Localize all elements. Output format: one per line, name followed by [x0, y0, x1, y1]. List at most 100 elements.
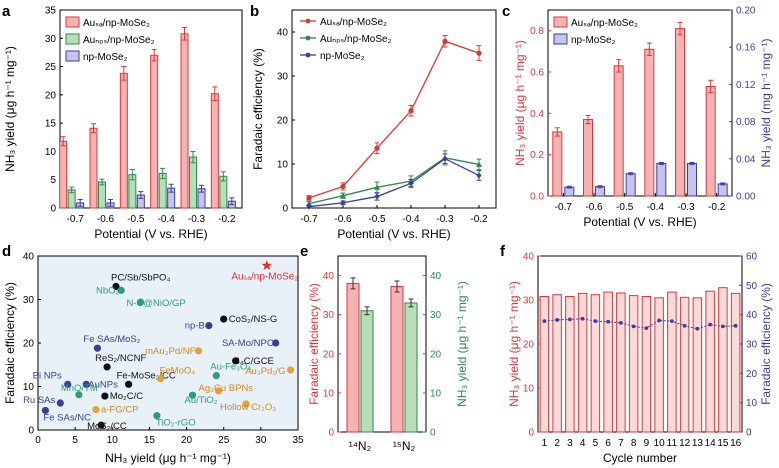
panel-f-fe-line	[544, 318, 736, 330]
panel-f-fe-point	[682, 323, 687, 328]
panel-c-legend-label: np-MoSe₂	[571, 35, 616, 46]
panel-e-bar	[346, 282, 360, 433]
panel-e-y-right-tick-label: 20	[430, 349, 442, 360]
panel-d-point	[205, 322, 213, 330]
panel-b-point	[340, 183, 346, 190]
panel-f-fe-point	[542, 319, 547, 324]
panel-d-point	[272, 339, 280, 347]
panel-f-x-tick-label: 4	[580, 438, 586, 449]
panel-e-y-right-tick-label: 10	[430, 388, 442, 399]
panel-a-y-tick-label: 10	[45, 147, 57, 158]
panel-f-y-left-tick-label: 30	[523, 296, 535, 307]
panel-a-bar	[119, 72, 128, 209]
panel-f-y-right-tick-label: 40	[746, 310, 758, 321]
panel-f-x-tick-label: 7	[618, 438, 624, 449]
panel-d-point	[214, 387, 223, 395]
panel-f-ylabel: NH₃ yield (μg h⁻¹ mg⁻¹)	[507, 281, 521, 407]
panel-a-legend-label: Auₙₚₛ/np-MoSe₂	[83, 35, 155, 46]
panel-d-point-label: Au/TiO₂	[185, 395, 218, 406]
panel-d-point	[101, 392, 109, 400]
panel-d-point-label: MoS₂/CC	[87, 421, 127, 432]
panel-e-x-tick-label: ¹⁴N₂	[349, 439, 372, 453]
panel-f-x-tick-label: 3	[567, 438, 573, 449]
panel-c-bar	[717, 183, 728, 197]
panel-b-series-line	[308, 157, 480, 205]
panel-label-e: e	[300, 243, 308, 260]
panel-f-y-right-tick-label: 0	[746, 428, 752, 439]
panel-d-point	[242, 400, 250, 408]
panel-d-point-label: N-C@NiO/GP	[127, 298, 186, 309]
panel-d-point	[56, 399, 64, 407]
panel-a-x-tick-label: -0.7	[67, 214, 85, 225]
panel-f-fe-point	[733, 323, 738, 328]
panel-f-x-tick-label: 2	[554, 438, 560, 449]
panel-f-fe-point	[580, 316, 585, 321]
panel-d-point	[286, 366, 295, 374]
panel-a-bar	[89, 127, 98, 209]
panel-d-point-label: Fe SAs/NC	[43, 412, 91, 423]
panel-b-point	[476, 161, 482, 167]
panel-b-y-tick-label: 20	[277, 116, 289, 127]
panel-c-y-left-tick-label: 0.0	[530, 192, 544, 203]
panel-f-fe-point	[657, 318, 662, 323]
panel-c-x-tick-label: -0.2	[708, 202, 726, 213]
panel-a-legend-swatch	[65, 16, 80, 28]
panel-c-bar	[675, 28, 685, 197]
panel-d-y-tick-label: 0	[28, 426, 34, 437]
panel-f-fe-point	[669, 319, 674, 324]
panel-e-chart: 0 10 20 30 40 0 10 20 30 40 ¹⁴N₂ ¹⁵N₂ Faradaic effic…	[307, 255, 469, 453]
panel-d-x-tick-label: 20	[181, 435, 193, 446]
panel-b-legend-marker	[305, 52, 311, 58]
panel-a-chart: 0 5 10 15 20 25 30 35 -0.7 -0.6 -0.5 -0.4 -0.3 -0.2 Au…	[3, 6, 243, 241]
panel-f-bar	[628, 295, 639, 433]
panel-b-point	[476, 50, 482, 56]
panel-c-bar	[552, 131, 563, 197]
panel-d-point-label: Fe SAs/MoS₂	[83, 334, 140, 345]
panel-c-bar	[687, 162, 697, 197]
panel-f-y-left-tick-label: 40	[523, 252, 535, 263]
panel-f-y-right-tick-label: 50	[746, 281, 758, 292]
panel-c-bar	[625, 173, 636, 197]
panel-f-x-tick-label: 12	[679, 438, 691, 449]
panel-e-x-tick-label: ¹⁵N₂	[393, 439, 416, 453]
panel-f-fe-point	[720, 324, 725, 329]
panel-c-y-right-tick-label: 0.04	[736, 154, 756, 165]
panel-d-frame	[37, 255, 299, 431]
panel-e-y-left-tick-label: 10	[323, 388, 335, 399]
panel-b-xlabel: Potential (V vs. RHE)	[337, 227, 450, 241]
panel-e-ylabel-right: NH₃ yield (μg h⁻¹ mg⁻¹)	[455, 281, 469, 407]
panel-e-y-left-tick-label: 0	[328, 428, 334, 439]
panel-c-x-tick-label: -0.6	[585, 202, 603, 213]
panel-d-point-label: np-B	[185, 321, 205, 332]
panel-d-point-label: AuNPs	[88, 379, 118, 390]
panel-f-fe-point	[606, 319, 611, 324]
panel-a-bar	[210, 93, 219, 209]
panel-f-x-tick-label: 11	[667, 438, 678, 449]
panel-f-bar	[730, 292, 741, 433]
panel-c-y-left-tick-label: 0.8	[530, 26, 544, 37]
panel-label-a: a	[2, 3, 11, 20]
panel-b-point	[306, 200, 312, 206]
panel-d-point-label: CoS₂/NS-G	[229, 314, 278, 325]
panel-e-y-right-tick-label: 30	[430, 310, 442, 321]
panel-f-y-right-tick-label: 30	[746, 340, 758, 351]
panel-c-legend-swatch	[553, 16, 568, 28]
panel-f-ylabel-right: Faradaic efficiency (%)	[759, 283, 773, 405]
panel-f-x-tick-label: 13	[692, 438, 704, 449]
panel-d-point	[156, 375, 165, 383]
panel-f-bar	[679, 296, 690, 433]
panel-c-bar	[644, 48, 655, 197]
panel-d-point-label: NbO₂	[96, 285, 120, 296]
panel-d-point	[117, 286, 125, 294]
panel-f-y-left-tick-label: 0	[528, 428, 534, 439]
panel-f-bar	[577, 292, 588, 433]
panel-d-point-label: Hollow Cr₂O₃	[220, 402, 276, 413]
panel-d-point-label: ReS₂/NCNF	[95, 353, 146, 364]
panel-d-point-label: a-FG/CP	[101, 405, 138, 416]
panel-d-point	[212, 372, 220, 380]
panel-c-bar	[705, 85, 716, 197]
panel-b-point	[340, 199, 346, 206]
panel-b-legend-label: Auₛₐ/np-MoSe₂	[320, 17, 387, 28]
panel-b-frame	[291, 9, 497, 209]
panel-f-x-tick-label: 5	[593, 438, 599, 449]
